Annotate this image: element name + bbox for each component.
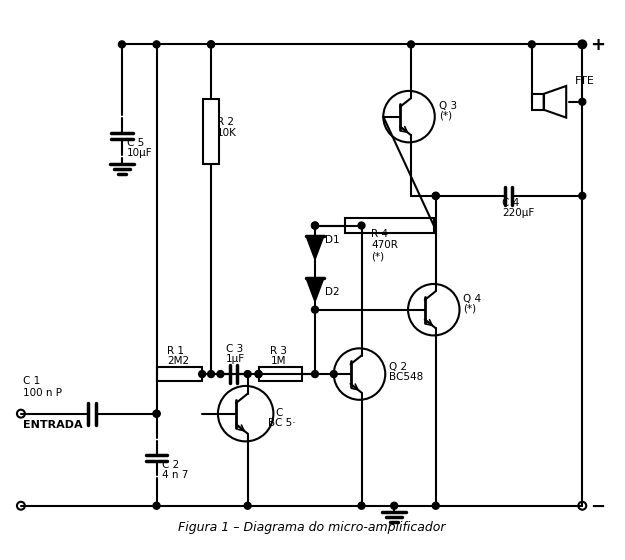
Text: −: − bbox=[590, 498, 606, 516]
Text: C 2: C 2 bbox=[161, 460, 179, 470]
Text: FTE: FTE bbox=[576, 76, 595, 86]
Text: C 3: C 3 bbox=[226, 344, 243, 354]
Circle shape bbox=[208, 41, 214, 48]
Text: C: C bbox=[276, 408, 282, 418]
Text: 1M: 1M bbox=[271, 356, 286, 366]
Circle shape bbox=[119, 41, 126, 48]
Circle shape bbox=[153, 410, 160, 417]
Text: 10μF: 10μF bbox=[127, 148, 152, 158]
Circle shape bbox=[311, 222, 319, 229]
Circle shape bbox=[579, 41, 586, 48]
Text: 2M2: 2M2 bbox=[168, 356, 189, 366]
Text: 1μF: 1μF bbox=[226, 354, 245, 364]
Text: D2: D2 bbox=[325, 287, 339, 297]
Text: Figura 1 – Diagrama do micro-amplificador: Figura 1 – Diagrama do micro-amplificado… bbox=[178, 521, 446, 534]
Text: 220μF: 220μF bbox=[502, 208, 534, 218]
Circle shape bbox=[311, 306, 319, 313]
Circle shape bbox=[432, 193, 439, 199]
Text: (*): (*) bbox=[371, 251, 384, 261]
Text: 100 n P: 100 n P bbox=[23, 388, 62, 398]
Bar bbox=[259, 367, 302, 381]
Circle shape bbox=[311, 222, 319, 229]
Text: R 3: R 3 bbox=[271, 346, 288, 356]
Text: (*): (*) bbox=[439, 111, 452, 120]
Bar bbox=[156, 367, 202, 381]
Circle shape bbox=[244, 371, 251, 377]
Circle shape bbox=[432, 193, 439, 199]
Text: 4 n 7: 4 n 7 bbox=[161, 470, 188, 480]
Text: (*): (*) bbox=[464, 304, 477, 314]
Text: D1: D1 bbox=[325, 235, 339, 245]
Text: 10K: 10K bbox=[217, 128, 237, 138]
Circle shape bbox=[153, 410, 160, 417]
Polygon shape bbox=[306, 278, 324, 302]
Text: C 5: C 5 bbox=[127, 138, 144, 148]
Text: C 1: C 1 bbox=[23, 376, 40, 386]
Text: Q 2: Q 2 bbox=[389, 362, 408, 372]
Circle shape bbox=[208, 41, 214, 48]
Text: R 2: R 2 bbox=[217, 116, 234, 127]
Circle shape bbox=[408, 41, 414, 48]
Bar bbox=[203, 99, 219, 164]
Text: R 1: R 1 bbox=[168, 346, 184, 356]
Circle shape bbox=[153, 41, 160, 48]
Text: ENTRADA: ENTRADA bbox=[23, 419, 82, 430]
Circle shape bbox=[432, 502, 439, 509]
Text: R 4: R 4 bbox=[371, 230, 388, 240]
Text: Q 4: Q 4 bbox=[464, 294, 482, 304]
Text: BC548: BC548 bbox=[389, 372, 424, 382]
Circle shape bbox=[208, 371, 214, 377]
Circle shape bbox=[153, 502, 160, 509]
Text: 470R: 470R bbox=[371, 240, 398, 250]
Circle shape bbox=[199, 371, 206, 377]
Circle shape bbox=[255, 371, 262, 377]
Circle shape bbox=[255, 371, 262, 377]
Bar bbox=[344, 218, 434, 234]
Polygon shape bbox=[306, 236, 324, 260]
Circle shape bbox=[358, 222, 365, 229]
Circle shape bbox=[579, 193, 586, 199]
Circle shape bbox=[331, 371, 338, 377]
Text: Q 3: Q 3 bbox=[439, 101, 457, 111]
Circle shape bbox=[579, 99, 586, 105]
Circle shape bbox=[311, 371, 319, 377]
Text: C 4: C 4 bbox=[502, 198, 519, 208]
Bar bbox=[532, 94, 544, 110]
Circle shape bbox=[528, 41, 535, 48]
Circle shape bbox=[217, 371, 224, 377]
Circle shape bbox=[244, 502, 251, 509]
Circle shape bbox=[391, 502, 398, 509]
Text: +: + bbox=[590, 36, 605, 54]
Text: BC 5·: BC 5· bbox=[269, 418, 296, 427]
Circle shape bbox=[358, 502, 365, 509]
